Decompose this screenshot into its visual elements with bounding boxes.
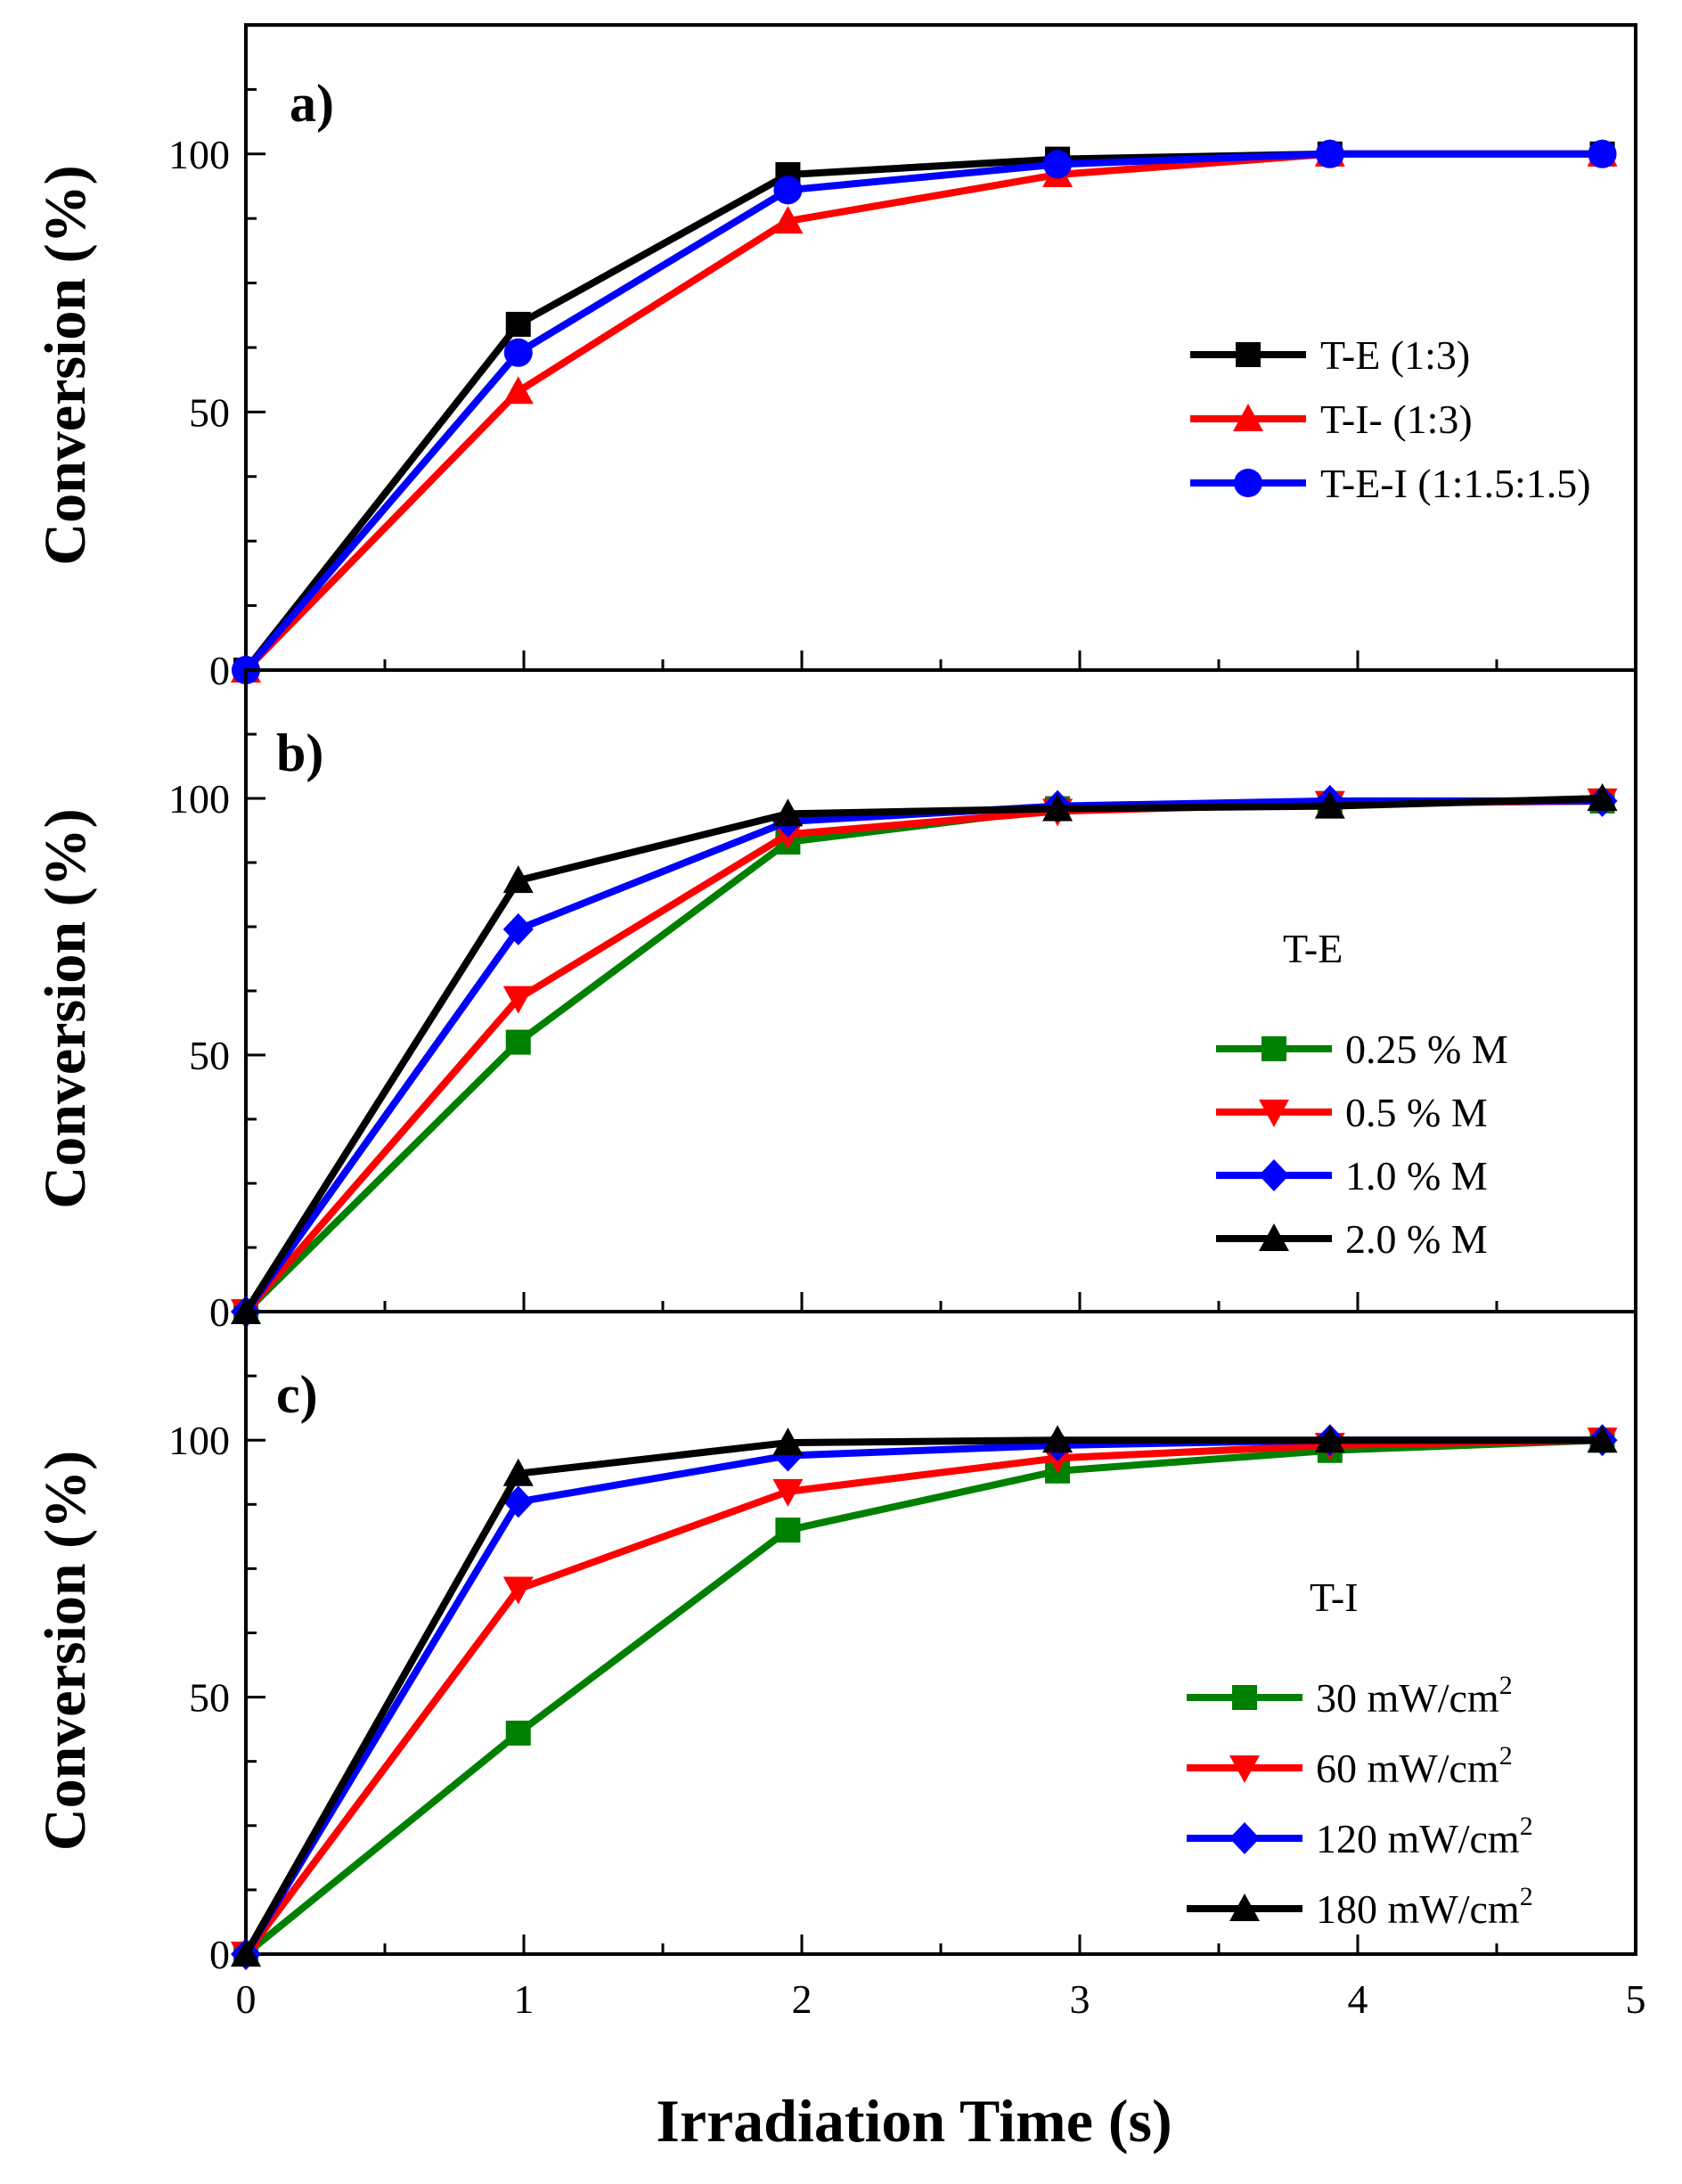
panel-title: b): [276, 724, 323, 782]
panel-a: 0 50 100 Conversion (%) a) T-E (1:3) T-I- (1:3…: [33, 23, 1637, 693]
x-tick-label: 3: [1070, 1976, 1090, 2022]
legend-entry: 60 mW/cm2: [1187, 1741, 1513, 1791]
data-point: [1588, 139, 1617, 168]
y-tick-label: 100: [168, 132, 230, 177]
legend-entry: 0.25 % M: [1216, 1027, 1508, 1072]
legend-superscript: 2: [1499, 1671, 1513, 1700]
legend-entry: T-I- (1:3): [1190, 397, 1473, 442]
legend-superscript: 2: [1520, 1882, 1533, 1911]
data-point: [1315, 139, 1344, 168]
data-point: [502, 865, 534, 894]
data-point: [1314, 790, 1345, 819]
data-point: [1042, 1425, 1074, 1453]
legend-entry: 30 mW/cm2: [1187, 1671, 1513, 1721]
legend-marker: [1233, 404, 1263, 431]
data-point: [1314, 1425, 1345, 1453]
data-point: [1043, 150, 1073, 179]
legend-entry: T-E-I (1:1.5:1.5): [1190, 461, 1591, 506]
legend-label: T-I- (1:3): [1320, 397, 1473, 442]
series-line: [242, 795, 1603, 1314]
legend-label: 2.0 % M: [1345, 1216, 1488, 1262]
data-point: [505, 1720, 531, 1746]
x-tick-label: 5: [1626, 1976, 1646, 2022]
data-point: [772, 206, 804, 234]
legend-entry: 2.0 % M: [1216, 1216, 1488, 1262]
y-tick-label: 50: [189, 389, 230, 435]
data-point: [502, 986, 534, 1014]
data-point: [502, 1576, 534, 1605]
data-point: [231, 1939, 261, 1967]
y-axis-label: Conversion (%): [33, 808, 98, 1208]
data-point: [502, 912, 534, 945]
legend-label: 120 mW/cm2: [1316, 1812, 1533, 1861]
data-point: [772, 1478, 804, 1507]
plot-frame: [244, 668, 1637, 1313]
x-tick-label: 2: [792, 1976, 812, 2022]
legend-label: T-E-I (1:1.5:1.5): [1320, 461, 1591, 506]
y-tick-label: 100: [168, 776, 230, 822]
legend-marker: [1259, 1223, 1289, 1251]
legend-superscript: 2: [1520, 1812, 1533, 1841]
legend-label: 180 mW/cm2: [1316, 1882, 1533, 1932]
legend-marker: [1236, 342, 1261, 367]
data-point: [775, 1517, 801, 1543]
panel-title: a): [290, 74, 334, 133]
x-tick-label: 4: [1348, 1976, 1368, 2022]
data-point: [502, 376, 534, 405]
x-tick-label: 0: [236, 1976, 257, 2022]
data-point: [502, 1458, 534, 1486]
data-point: [773, 176, 803, 205]
series-line: [243, 1436, 1603, 1958]
legend-entry: 0.5 % M: [1216, 1090, 1488, 1135]
legend-label: 60 mW/cm2: [1316, 1741, 1513, 1791]
legend-label: T-E (1:3): [1320, 332, 1470, 378]
legend-entry: 1.0 % M: [1216, 1153, 1488, 1198]
x-tick-label: 1: [514, 1976, 535, 2022]
legend-label: 0.5 % M: [1345, 1090, 1488, 1135]
legend-entry: 180 mW/cm2: [1187, 1882, 1533, 1932]
legend-superscript: 2: [1499, 1741, 1513, 1771]
data-point: [505, 1029, 531, 1055]
data-point: [772, 798, 804, 827]
data-point: [1587, 1425, 1618, 1453]
series-3: [231, 1425, 1618, 1967]
data-point: [1587, 783, 1618, 811]
y-tick-label: 0: [209, 1289, 230, 1335]
series-line: [242, 150, 1603, 673]
legend-entry: T-E (1:3): [1190, 332, 1470, 378]
legend-entry: 120 mW/cm2: [1187, 1812, 1533, 1861]
legend-label: 0.25 % M: [1345, 1027, 1508, 1072]
legend-label: 30 mW/cm2: [1316, 1671, 1513, 1721]
data-point: [772, 1427, 804, 1456]
y-tick-label: 0: [209, 648, 230, 693]
legend-marker: [1259, 1159, 1289, 1191]
legend-marker: [1234, 469, 1262, 497]
x-axis-label: Irradiation Time (s): [656, 2087, 1172, 2155]
legend-marker: [1229, 1894, 1260, 1921]
y-tick-label: 100: [168, 1418, 230, 1463]
legend-marker: [1262, 1036, 1286, 1061]
y-tick-label: 0: [209, 1932, 230, 1977]
panel-title: c): [276, 1365, 318, 1424]
panel-b: 0 50 100 Conversion (%) b) T-E 0.25 % M 0.5 % M…: [33, 668, 1637, 1335]
panel-c: 0 50 100 0 1 2 3 4 5 Irradiation Time (s) Conversi…: [33, 1310, 1646, 2155]
data-point: [503, 338, 533, 367]
data-point: [1042, 793, 1074, 822]
legend-marker: [1229, 1822, 1260, 1854]
legend-label: 1.0 % M: [1345, 1153, 1488, 1198]
legend-marker: [1232, 1685, 1257, 1710]
series-line: [242, 1436, 1603, 1957]
series-line: [242, 1436, 1603, 1956]
data-point: [505, 311, 531, 337]
y-axis-label: Conversion (%): [33, 165, 98, 565]
legend-marker: [1259, 1100, 1289, 1127]
y-axis-label: Conversion (%): [33, 1451, 98, 1851]
y-tick-label: 50: [189, 1033, 230, 1078]
panel-annotation: T-E: [1283, 926, 1343, 971]
panel-annotation: T-I: [1310, 1575, 1359, 1620]
legend-marker: [1229, 1755, 1260, 1783]
y-tick-label: 50: [189, 1675, 230, 1721]
